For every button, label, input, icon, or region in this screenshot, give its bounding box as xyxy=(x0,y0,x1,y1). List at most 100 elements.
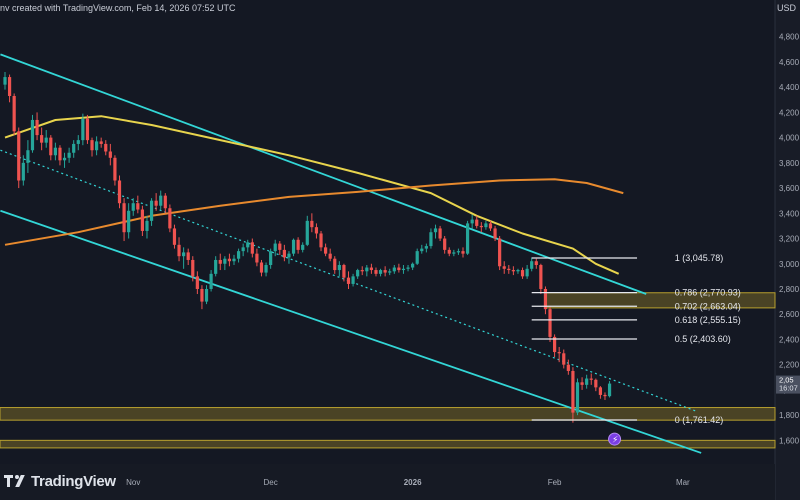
candle xyxy=(12,93,16,136)
candle-body xyxy=(223,258,227,264)
candle xyxy=(607,381,612,398)
candle xyxy=(17,127,21,189)
candle xyxy=(269,248,273,269)
candle xyxy=(360,266,364,276)
time-tick-label: Mar xyxy=(676,478,690,487)
candle xyxy=(525,265,529,279)
candle xyxy=(479,222,483,233)
candle xyxy=(516,268,520,274)
candle xyxy=(374,267,378,277)
candle xyxy=(223,256,227,271)
candle xyxy=(117,175,122,209)
candle-body xyxy=(598,387,602,395)
candle-body xyxy=(200,288,204,302)
candle xyxy=(314,223,319,239)
time-tick-label: Dec xyxy=(264,478,278,487)
candle-body xyxy=(420,248,424,252)
candle xyxy=(62,152,67,168)
candle-body xyxy=(470,219,474,224)
candle-body xyxy=(195,276,199,289)
candle xyxy=(104,140,108,156)
candle xyxy=(351,273,355,287)
candle-body xyxy=(136,203,140,210)
candle-body xyxy=(374,270,378,274)
candle-body xyxy=(351,276,355,284)
candle-body xyxy=(548,309,552,337)
candle xyxy=(127,203,131,239)
candle xyxy=(195,271,199,295)
candle xyxy=(154,193,158,211)
candle xyxy=(191,256,195,282)
price-tick-label: 3,600 xyxy=(779,184,800,193)
candle-body xyxy=(154,200,158,206)
candle xyxy=(67,147,71,163)
candle xyxy=(218,253,222,271)
candle-body xyxy=(191,259,195,277)
candle xyxy=(282,244,286,262)
candle xyxy=(182,247,186,269)
candle-body xyxy=(429,232,433,247)
candle-body xyxy=(232,258,236,262)
candle xyxy=(589,373,593,385)
candle xyxy=(145,215,149,239)
candle-body xyxy=(337,265,341,271)
price-tick-label: 4,400 xyxy=(779,83,800,92)
candle-body xyxy=(369,267,373,271)
candle-body xyxy=(117,180,122,204)
price-tick-label: 4,000 xyxy=(779,134,800,143)
candle-body xyxy=(534,261,538,266)
candle xyxy=(598,386,602,399)
candle xyxy=(35,112,39,141)
candle-body xyxy=(149,200,154,221)
candle xyxy=(324,243,328,257)
candle xyxy=(571,367,575,423)
candle xyxy=(557,347,561,363)
candle-body xyxy=(342,265,346,278)
candle-body xyxy=(507,268,511,271)
candle-body xyxy=(182,252,186,257)
candle xyxy=(53,142,57,161)
candle-body xyxy=(539,265,543,289)
candle-body xyxy=(273,243,277,252)
moving-average-line-0 xyxy=(4,115,620,275)
candle-body xyxy=(553,336,557,353)
candle-body xyxy=(95,141,99,151)
candle xyxy=(433,224,438,239)
candle xyxy=(507,265,511,274)
candle-body xyxy=(236,251,241,259)
candle xyxy=(575,378,580,416)
candle xyxy=(498,236,502,271)
candle-body xyxy=(291,239,296,254)
candle-body xyxy=(305,220,309,245)
candle xyxy=(594,378,598,392)
candle xyxy=(310,213,314,233)
candle-body xyxy=(287,253,291,258)
candle-body xyxy=(282,249,286,258)
tradingview-brand[interactable]: TradingView xyxy=(4,471,116,491)
candle-body xyxy=(411,263,415,268)
candle-body xyxy=(488,223,493,229)
candle-body xyxy=(145,220,149,231)
candle-body xyxy=(585,378,589,385)
candle-body xyxy=(186,252,190,260)
candle xyxy=(40,127,44,151)
candle-body xyxy=(498,238,502,267)
support-zone-1 xyxy=(0,407,776,421)
candle-body xyxy=(204,288,209,302)
candle xyxy=(273,239,277,257)
candle-body xyxy=(49,137,53,156)
candle xyxy=(95,136,99,156)
candle-body xyxy=(58,147,62,161)
candle-body xyxy=(122,203,126,233)
candle xyxy=(278,241,282,255)
candle-body xyxy=(131,203,135,211)
candle-body xyxy=(406,267,410,269)
fib-level-label-1: 0.786 (2,770.93) xyxy=(675,288,741,298)
candle xyxy=(186,248,190,266)
candle xyxy=(447,247,451,257)
candle-body xyxy=(383,270,387,273)
candle-body xyxy=(443,238,447,250)
candle xyxy=(378,268,383,277)
candle xyxy=(411,262,415,271)
